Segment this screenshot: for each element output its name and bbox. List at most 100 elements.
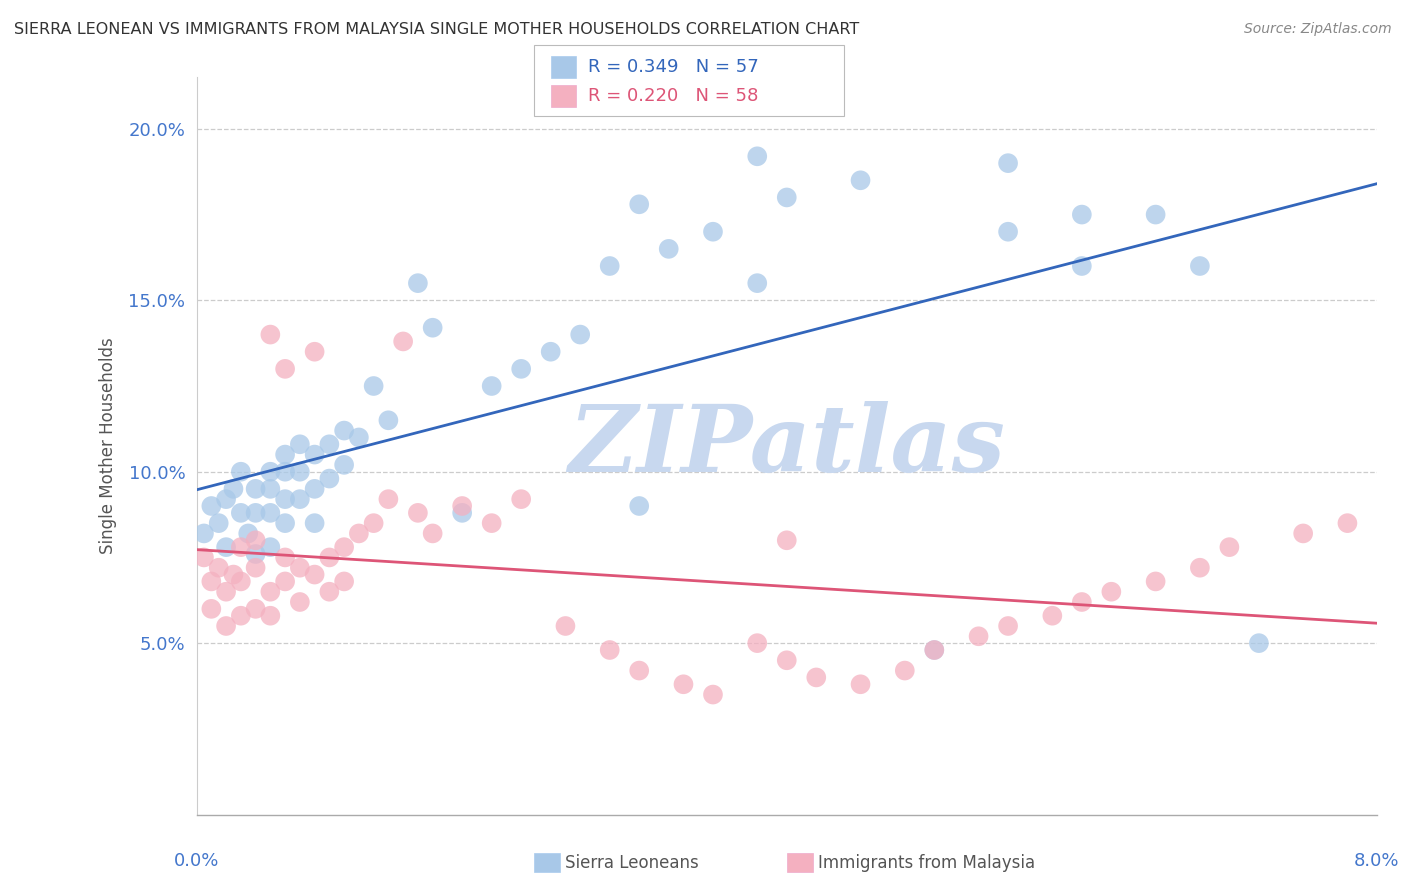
Point (776, 533, 799, 548)
Point (288, 437, 311, 451)
Point (776, 653, 799, 667)
Point (259, 608, 281, 623)
Text: 8.0%: 8.0% (1354, 852, 1400, 870)
Point (288, 465, 311, 479)
Point (1099, 584, 1122, 599)
Point (333, 540, 356, 554)
Point (422, 526, 444, 541)
Point (1188, 259, 1211, 273)
Point (274, 362, 297, 376)
Point (363, 379, 385, 393)
Text: R = 0.220   N = 58: R = 0.220 N = 58 (588, 87, 758, 105)
Point (510, 492, 533, 507)
Point (229, 608, 252, 623)
Point (222, 482, 245, 496)
Point (274, 550, 297, 565)
Point (747, 636, 769, 650)
Point (304, 344, 326, 359)
Point (229, 540, 252, 554)
Point (304, 448, 326, 462)
Point (208, 516, 231, 530)
Y-axis label: Single Mother Households: Single Mother Households (100, 338, 117, 554)
Point (245, 560, 267, 574)
Point (481, 379, 503, 393)
Point (193, 526, 215, 541)
Point (776, 190, 799, 204)
Point (628, 197, 651, 211)
Point (894, 664, 917, 678)
Point (1040, 608, 1063, 623)
Point (208, 560, 231, 574)
Text: Immigrants from Malaysia: Immigrants from Malaysia (818, 855, 1035, 872)
Point (259, 327, 281, 342)
Point (238, 526, 260, 541)
Point (288, 595, 311, 609)
Point (628, 499, 651, 513)
Point (229, 465, 252, 479)
Point (274, 574, 297, 589)
Point (392, 334, 415, 349)
Point (849, 677, 872, 691)
Point (245, 547, 267, 561)
Point (333, 424, 356, 438)
Point (702, 688, 724, 702)
Point (259, 506, 281, 520)
Point (245, 533, 267, 548)
Point (849, 173, 872, 187)
Point (672, 677, 695, 691)
Text: ZIPatlas: ZIPatlas (568, 401, 1005, 491)
Point (333, 574, 356, 589)
Point (200, 499, 222, 513)
Point (377, 413, 399, 427)
Point (997, 225, 1019, 239)
Text: R = 0.349   N = 57: R = 0.349 N = 57 (588, 58, 758, 77)
Point (747, 276, 769, 290)
Point (967, 629, 990, 643)
Point (363, 516, 385, 530)
Point (304, 567, 326, 582)
Point (215, 492, 238, 507)
Point (259, 584, 281, 599)
Point (747, 149, 769, 163)
Point (569, 327, 592, 342)
Point (1070, 208, 1092, 222)
Point (1070, 595, 1092, 609)
Point (997, 619, 1019, 633)
Point (347, 430, 370, 444)
Point (245, 482, 267, 496)
Point (215, 619, 238, 633)
Point (658, 242, 681, 256)
Point (997, 156, 1019, 170)
Point (347, 526, 370, 541)
Point (1336, 516, 1358, 530)
Point (702, 225, 724, 239)
Point (259, 540, 281, 554)
Point (451, 506, 474, 520)
Point (304, 516, 326, 530)
Point (806, 670, 828, 684)
Point (215, 584, 238, 599)
Point (274, 492, 297, 507)
Point (481, 516, 503, 530)
Point (274, 448, 297, 462)
Point (318, 584, 340, 599)
Point (222, 567, 245, 582)
Text: Sierra Leoneans: Sierra Leoneans (565, 855, 699, 872)
Point (1070, 259, 1092, 273)
Point (1144, 208, 1167, 222)
Point (377, 492, 399, 507)
Point (274, 516, 297, 530)
Point (510, 362, 533, 376)
Point (288, 560, 311, 574)
Text: 0.0%: 0.0% (174, 852, 219, 870)
Point (406, 276, 429, 290)
Point (259, 465, 281, 479)
Point (422, 320, 444, 334)
Text: SIERRA LEONEAN VS IMMIGRANTS FROM MALAYSIA SINGLE MOTHER HOUSEHOLDS CORRELATION : SIERRA LEONEAN VS IMMIGRANTS FROM MALAYS… (14, 22, 859, 37)
Point (599, 259, 621, 273)
Point (245, 506, 267, 520)
Point (259, 482, 281, 496)
Point (304, 482, 326, 496)
Point (451, 499, 474, 513)
Point (229, 506, 252, 520)
